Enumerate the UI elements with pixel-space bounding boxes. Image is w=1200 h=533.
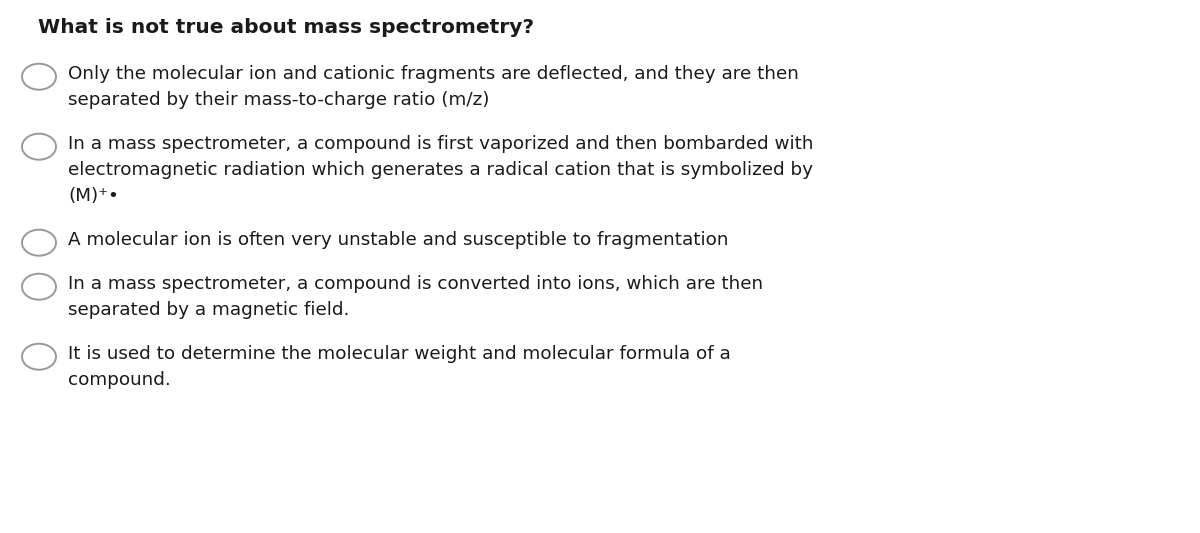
Text: separated by their mass-to-charge ratio (m/z): separated by their mass-to-charge ratio … [68, 91, 490, 109]
Text: In a mass spectrometer, a compound is converted into ions, which are then: In a mass spectrometer, a compound is co… [68, 275, 763, 293]
Text: In a mass spectrometer, a compound is first vaporized and then bombarded with: In a mass spectrometer, a compound is fi… [68, 135, 814, 153]
Text: electromagnetic radiation which generates a radical cation that is symbolized by: electromagnetic radiation which generate… [68, 161, 814, 179]
Text: A molecular ion is often very unstable and susceptible to fragmentation: A molecular ion is often very unstable a… [68, 231, 728, 249]
Text: What is not true about mass spectrometry?: What is not true about mass spectrometry… [38, 18, 534, 37]
Text: It is used to determine the molecular weight and molecular formula of a: It is used to determine the molecular we… [68, 345, 731, 363]
Text: compound.: compound. [68, 371, 170, 389]
Text: Only the molecular ion and cationic fragments are deflected, and they are then: Only the molecular ion and cationic frag… [68, 65, 799, 83]
Text: separated by a magnetic field.: separated by a magnetic field. [68, 301, 349, 319]
Text: (M)⁺•: (M)⁺• [68, 187, 119, 205]
